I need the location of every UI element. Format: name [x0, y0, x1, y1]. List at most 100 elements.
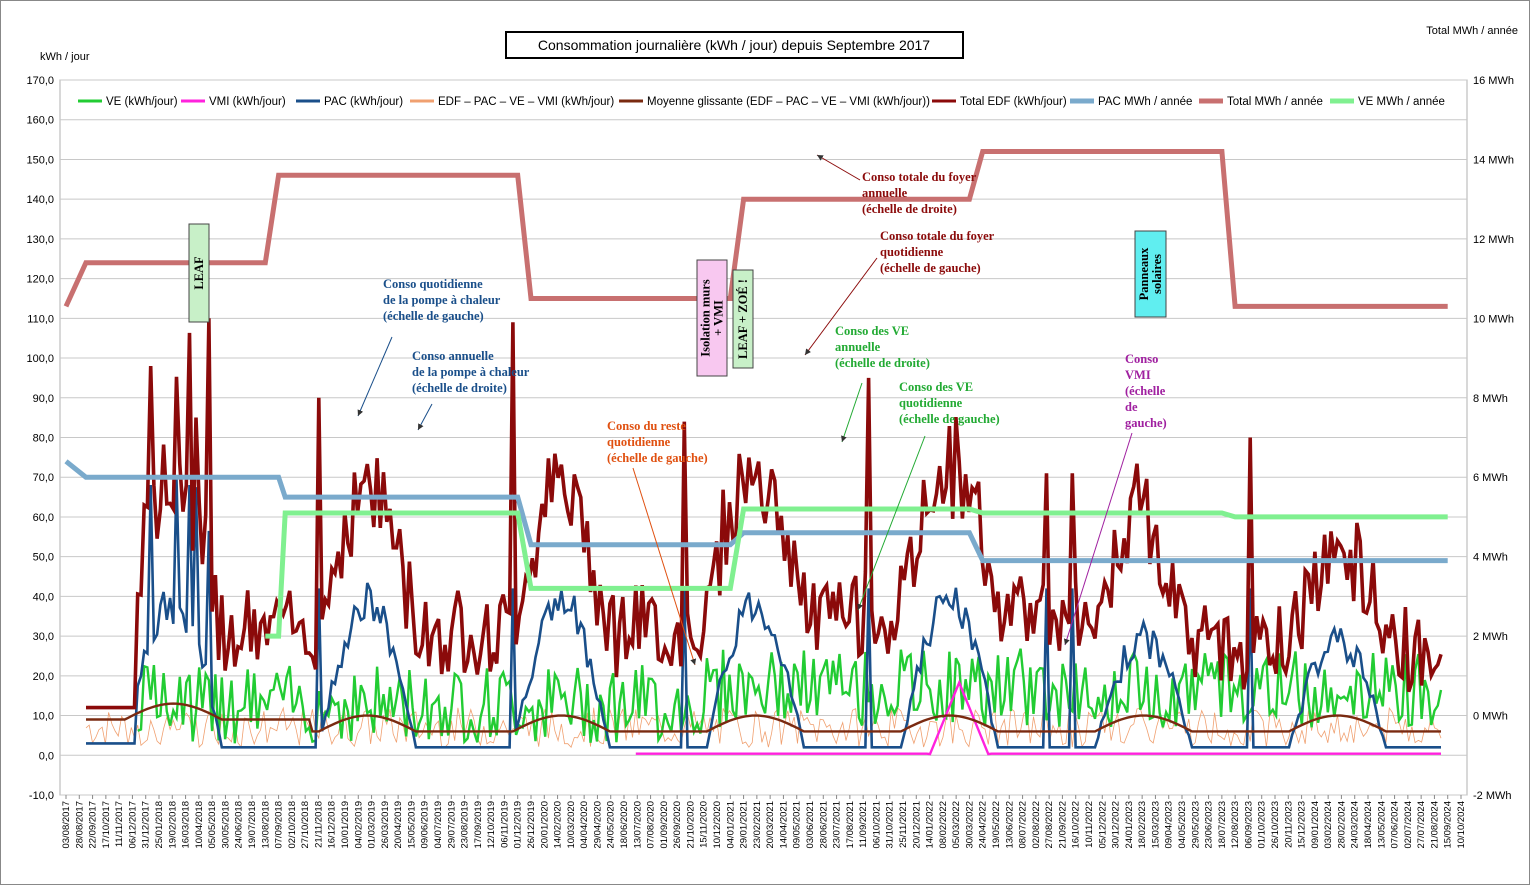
annot-vmi: de: [1125, 400, 1138, 414]
x-tick-label: 18/04/2024: [1363, 801, 1374, 849]
x-tick-label: 15/12/2023: [1297, 801, 1308, 849]
x-tick-label: 29/01/2021: [739, 801, 750, 849]
x-tick-label: 18/06/2020: [619, 801, 630, 849]
x-tick-label: 28/06/2021: [818, 801, 829, 849]
annot-vmi: (échelle: [1125, 384, 1166, 398]
x-tick-label: 04/02/2019: [353, 801, 364, 849]
y-tick-left: 90,0: [33, 393, 54, 405]
title-layer: Consommation journalière (kWh / jour) de…: [505, 31, 964, 59]
y-tick-left: 120,0: [26, 274, 54, 286]
y-tick-left: 0,0: [39, 750, 54, 762]
x-tick-label: 23/06/2023: [1204, 801, 1215, 849]
annot-leaf-zoe-box: [732, 269, 754, 369]
x-tick-label: 18/02/2023: [1137, 801, 1148, 849]
annot-total-quotidienne: quotidienne: [880, 245, 944, 259]
y-tick-right: 0 MWh: [1473, 711, 1508, 723]
x-tick-label: 17/10/2017: [101, 801, 112, 849]
x-tick-label: 09/04/2023: [1164, 801, 1175, 849]
x-tick-label: 29/07/2019: [446, 801, 457, 849]
x-tick-label: 13/08/2018: [260, 801, 271, 849]
legend-label: EDF – PAC – VE – VMI (kWh/jour): [438, 96, 614, 108]
x-tick-label: 30/12/2022: [1111, 801, 1122, 849]
x-tick-label: 30/05/2018: [220, 801, 231, 849]
annot-vmi: Conso: [1125, 352, 1158, 366]
x-tick-label: 04/07/2019: [433, 801, 444, 849]
annot-reste: (échelle de gauche): [607, 451, 708, 465]
chart-title-box: [505, 31, 964, 59]
x-tick-label: 04/04/2020: [579, 801, 590, 849]
annot-reste: Conso du reste: [607, 419, 686, 433]
x-tick-label: 05/03/2022: [951, 801, 962, 849]
y-tick-left: 10,0: [33, 711, 54, 723]
series-line-total-edf: [86, 318, 1443, 710]
x-tick-label: 12/08/2023: [1230, 801, 1241, 849]
arrow-total-quotidienne: [804, 257, 878, 356]
chart-title: Consommation journalière (kWh / jour) de…: [538, 37, 930, 53]
series-line-ve: [137, 648, 1443, 745]
legend-label: Total MWh / année: [1227, 96, 1323, 108]
annot-ve-quotidienne: quotidienne: [899, 396, 963, 410]
arrow-total-annuelle: [816, 154, 861, 181]
x-tick-label: 20/12/2021: [911, 801, 922, 849]
x-tick-label: 20/03/2021: [765, 801, 776, 849]
x-tick-label: 26/09/2020: [672, 801, 683, 849]
x-tick-label: 01/09/2020: [659, 801, 670, 849]
annot-ve-annuelle: (échelle de droite): [835, 356, 930, 370]
x-tick-label: 01/10/2023: [1257, 801, 1268, 849]
annot-pac-annuelle: Conso annuelle: [412, 349, 494, 363]
annot-isolation-text-group: Isolation murs + VMI: [699, 279, 726, 357]
x-tick-label: 02/07/2024: [1403, 801, 1414, 849]
x-tick-label: 26/10/2023: [1270, 801, 1281, 849]
y-tick-right: 16 MWh: [1473, 75, 1514, 87]
x-tick-label: 28/08/2017: [74, 801, 85, 849]
series-line-reste: [85, 706, 1442, 749]
annot-layer: LEAF Isolation murs + VMI LEAF + ZOÉ ! Panne…: [188, 154, 1167, 666]
y-tick-right: 2 MWh: [1473, 631, 1508, 643]
y-tick-right: 8 MWh: [1473, 393, 1508, 405]
x-tick-label: 21/08/2024: [1429, 801, 1440, 849]
y-tick-left: 170,0: [26, 75, 54, 87]
y-tick-left: 60,0: [33, 512, 54, 524]
annot-pac-quotidienne: de la pompe à chaleur: [383, 293, 501, 307]
y-label-left: kWh / jour: [40, 51, 90, 63]
legend-label: Moyenne glissante (EDF – PAC – VE – VMI …: [647, 96, 930, 108]
x-tick-label: 22/09/2017: [88, 801, 99, 849]
y-tick-left: 70,0: [33, 472, 54, 484]
x-tick-label: 24/01/2023: [1124, 801, 1135, 849]
x-tick-label: 15/05/2019: [406, 801, 417, 849]
x-tick-label: 24/05/2020: [606, 801, 617, 849]
arrow-ve-annuelle: [841, 382, 863, 443]
annot-isolation-text: + VMI: [712, 300, 726, 336]
annot-pac-quotidienne: Conso quotidienne: [383, 277, 483, 291]
y-tick-left: 110,0: [27, 313, 54, 325]
annot-ve-quotidienne: (échelle de gauche): [899, 412, 1000, 426]
y-tick-left: -10,0: [29, 790, 54, 802]
legend-label: PAC MWh / année: [1098, 96, 1192, 108]
annot-panneaux-text-group: Panneaux solaires: [1137, 247, 1164, 301]
arrow-vmi: [1063, 432, 1133, 646]
x-tick-label: 28/02/2024: [1336, 801, 1347, 849]
y-tick-right: 10 MWh: [1473, 313, 1514, 325]
x-tick-label: 10/10/2024: [1456, 801, 1467, 849]
x-tick-label: 10/03/2020: [566, 801, 577, 849]
x-tick-label: 26/03/2019: [380, 801, 391, 849]
y-tick-left: 130,0: [26, 234, 54, 246]
series-line-total-annuel: [63, 149, 1448, 309]
x-tick-label: 23/07/2021: [832, 801, 843, 849]
x-tick-label: 19/07/2018: [247, 801, 258, 849]
x-tick-label: 01/12/2019: [513, 801, 524, 849]
arrow-ve-quotidienne: [857, 435, 926, 611]
x-tick-label: 17/08/2021: [845, 801, 856, 849]
x-tick-label: 19/05/2022: [991, 801, 1002, 849]
x-tick-label: 16/03/2018: [181, 801, 192, 849]
annot-leaf-text-group: LEAF: [192, 256, 206, 290]
x-tick-label: 13/06/2022: [1004, 801, 1015, 849]
x-tick-label: 16/10/2022: [1071, 801, 1082, 849]
x-tick-label: 03/06/2021: [805, 801, 816, 849]
series-line-pac-annuel: [64, 459, 1448, 564]
x-tick-label: 29/05/2023: [1190, 801, 1201, 849]
annot-leaf-text: LEAF: [192, 256, 206, 290]
annot-ve-quotidienne: Conso des VE: [899, 380, 973, 394]
legend-label: PAC (kWh/jour): [324, 96, 403, 108]
